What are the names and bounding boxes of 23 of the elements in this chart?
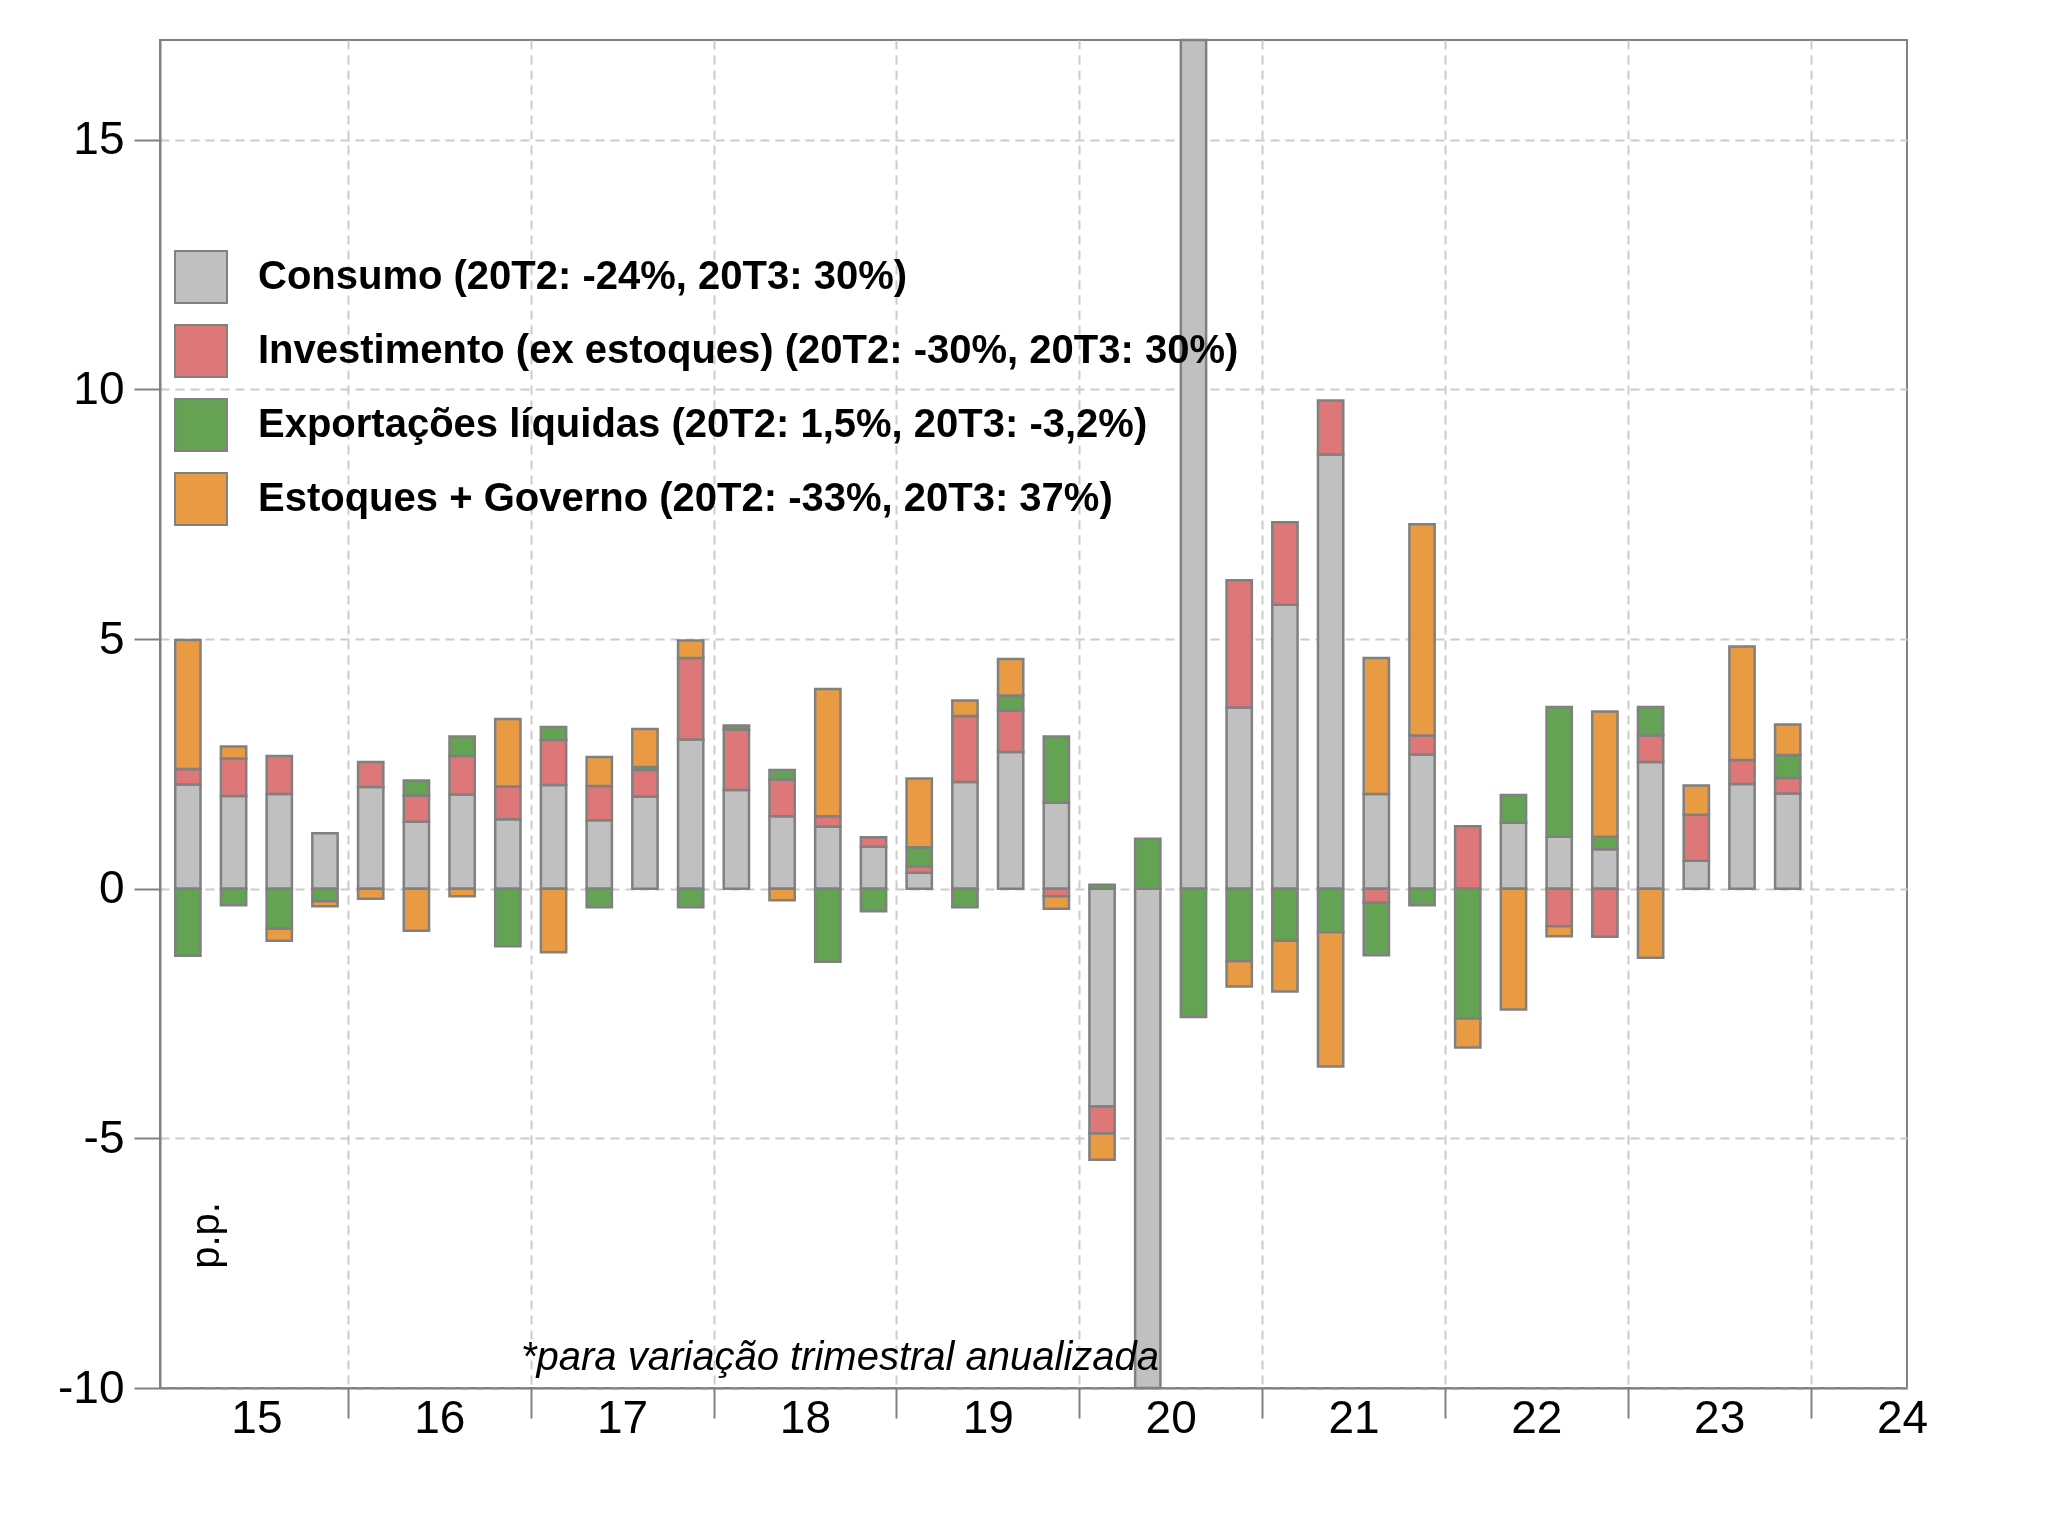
bar (631, 727, 659, 769)
legend-label: Consumo (20T2: -24%, 20T3: 30%) (258, 253, 908, 297)
y-tick-label: -5 (83, 1110, 125, 1163)
x-tick-label: 19 (962, 1390, 1014, 1443)
y-tick-label: 10 (73, 361, 125, 414)
y-tick-label: -10 (58, 1360, 125, 1413)
annotation: *para variação trimestral anualizada (520, 1334, 1160, 1378)
y-tick-label: 5 (98, 611, 125, 664)
x-tick-label: 23 (1694, 1390, 1746, 1443)
x-tick-label: 20 (1145, 1390, 1197, 1443)
legend-label: Estoques + Governo (20T2: -33%, 20T3: 37%) (258, 475, 1113, 519)
legend-label: Investimento (ex estoques) (20T2: -30%, 20T3: 30%) (258, 327, 1239, 371)
x-tick-label: 16 (414, 1390, 466, 1443)
y-tick-label: 0 (98, 861, 125, 914)
x-tick-label: 24 (1876, 1390, 1929, 1443)
x-tick-label: 18 (779, 1390, 832, 1443)
x-tick-label: 15 (231, 1390, 283, 1443)
x-tick-label: 21 (1328, 1390, 1380, 1443)
y-axis-title: p.p. (182, 1202, 227, 1269)
legend-label: Exportações líquidas (20T2: 1,5%, 20T3: -3,2%) (258, 401, 1148, 445)
y-tick-label: 15 (73, 112, 125, 165)
x-tick-label: 22 (1511, 1390, 1563, 1443)
x-tick-label: 17 (597, 1390, 649, 1443)
